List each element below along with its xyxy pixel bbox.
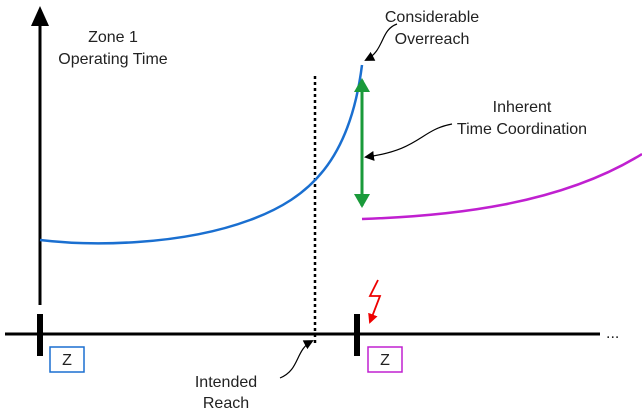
axis-title: Zone 1 xyxy=(88,29,138,46)
coordination-label: Inherent xyxy=(493,99,552,116)
leader xyxy=(364,23,398,61)
relay-box-2 xyxy=(367,346,403,373)
continuation: ... xyxy=(606,325,619,342)
relay-label: Z xyxy=(380,352,390,369)
overreach-label: Overreach xyxy=(395,31,470,48)
leader xyxy=(279,340,314,379)
zone1-curve xyxy=(39,64,364,245)
axis-arrowhead xyxy=(31,6,49,26)
relay-label: Z xyxy=(62,352,72,369)
overreach-label: Considerable xyxy=(385,9,479,26)
axis-title: Operating Time xyxy=(58,51,167,68)
relay-box-1 xyxy=(49,346,85,373)
reach-label: Intended xyxy=(195,374,257,391)
coordination-label: Time Coordination xyxy=(457,121,587,138)
fault-symbol xyxy=(368,279,382,324)
leader xyxy=(364,123,453,161)
reach-label: Reach xyxy=(203,395,249,410)
downstream-curve xyxy=(361,152,642,221)
